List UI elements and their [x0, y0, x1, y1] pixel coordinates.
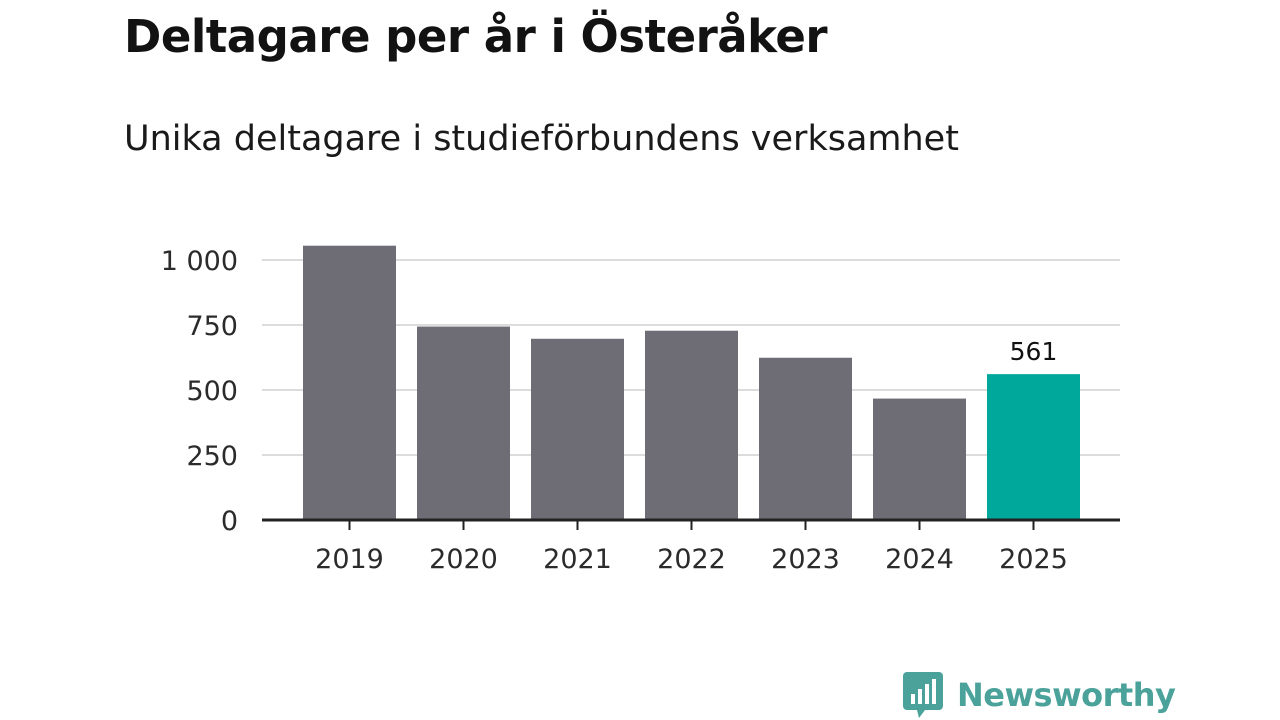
- x-tick-label: 2022: [657, 544, 726, 575]
- brand-name: Newsworthy: [957, 676, 1176, 714]
- x-axis: [262, 518, 1120, 530]
- data-labels: 561: [1010, 337, 1058, 366]
- x-tick-label: 2023: [771, 544, 840, 575]
- x-tick-label: 2020: [429, 544, 498, 575]
- x-tick-label: 2024: [885, 544, 954, 575]
- bar-2021: [531, 338, 624, 520]
- chart-title: Deltagare per år i Österåker: [124, 10, 828, 63]
- y-tick-label: 0: [221, 506, 238, 537]
- bar-2024: [873, 398, 966, 520]
- bar-chart-speech-bubble-icon: [903, 672, 943, 718]
- x-axis-tick-labels: 2019 2020 2021 2022 2023 2024 2025: [315, 544, 1068, 575]
- y-tick-label: 500: [186, 376, 238, 407]
- x-tick-label: 2019: [315, 544, 384, 575]
- data-label: 561: [1010, 337, 1058, 366]
- chart-subtitle: Unika deltagare i studieförbundens verks…: [124, 119, 959, 159]
- y-tick-label: 250: [186, 441, 238, 472]
- bar-2023: [759, 357, 852, 520]
- y-axis-tick-labels: 0 250 500 750 1 000: [161, 246, 238, 537]
- bar-2022: [645, 330, 738, 520]
- bar-2019: [303, 245, 396, 520]
- newsworthy-logo: Newsworthy: [903, 671, 1176, 719]
- bars: [303, 245, 1080, 520]
- bar-2020: [417, 326, 510, 520]
- y-tick-label: 1 000: [161, 246, 238, 277]
- bar-2025: [987, 374, 1080, 520]
- x-tick-label: 2025: [999, 544, 1068, 575]
- x-tick-label: 2021: [543, 544, 612, 575]
- y-tick-label: 750: [186, 311, 238, 342]
